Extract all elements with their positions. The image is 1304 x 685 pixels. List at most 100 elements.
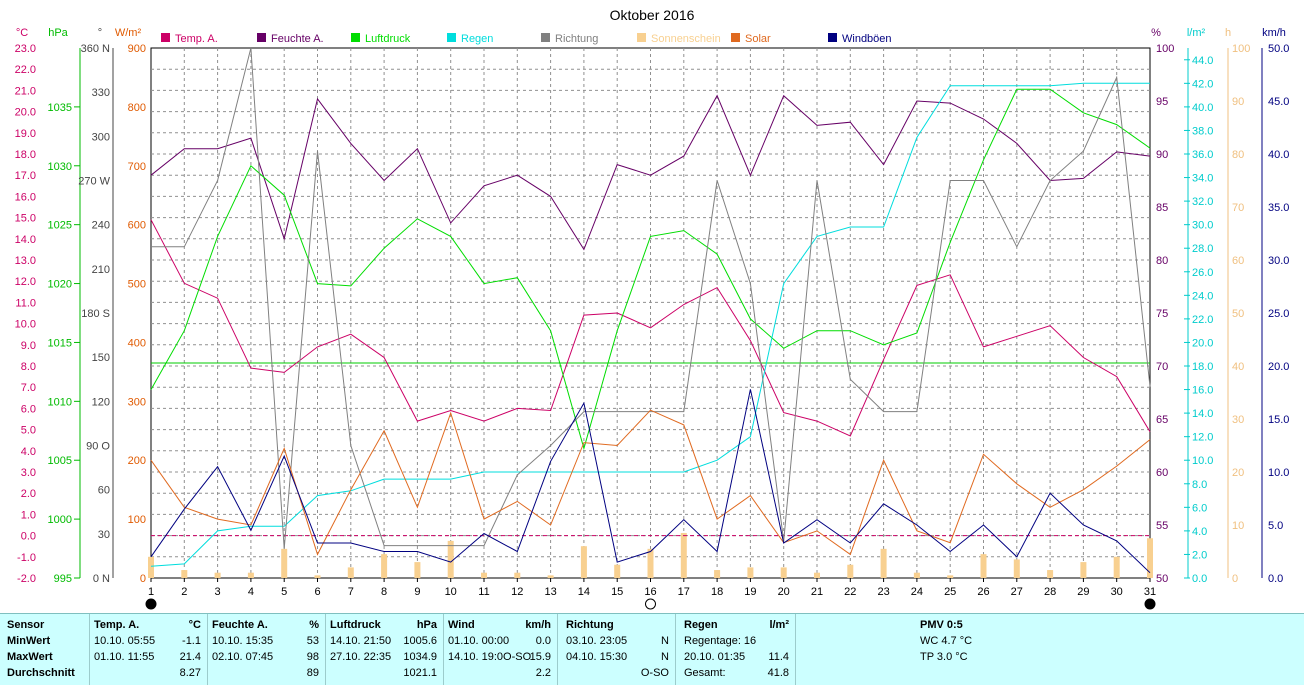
- temp-tick-label: 2.0: [21, 488, 36, 500]
- x-tick-label: 2: [181, 586, 187, 598]
- rain-tick-label: 18.0: [1192, 361, 1213, 373]
- stats-humidity-avg: 89: [306, 667, 319, 679]
- sunshine-bar: [447, 540, 454, 578]
- wind-tick-label: 25.0: [1268, 308, 1289, 320]
- x-tick-label: 29: [1077, 586, 1089, 598]
- rain-tick-label: 44.0: [1192, 55, 1213, 67]
- pressure-tick-label: 1000: [48, 514, 72, 526]
- sunshine-bar: [780, 567, 787, 578]
- wind-tick-label: 15.0: [1268, 414, 1289, 426]
- legend-label: Richtung: [555, 33, 598, 45]
- wind-tick-label: 40.0: [1268, 149, 1289, 161]
- rain-tick-label: 38.0: [1192, 125, 1213, 137]
- temp-tick-label: 14.0: [15, 234, 36, 246]
- sunshine-bar: [148, 556, 154, 578]
- temp-tick-label: 21.0: [15, 85, 36, 97]
- x-tick-label: 19: [744, 586, 756, 598]
- rain-tick-label: 36.0: [1192, 149, 1213, 161]
- x-tick-label: 25: [944, 586, 956, 598]
- temp-tick-label: 23.0: [15, 43, 36, 55]
- direction-tick-label: 270 W: [78, 176, 110, 188]
- sunshine-bar: [614, 564, 621, 578]
- sunshine-tick-label: 0: [1232, 573, 1238, 585]
- x-tick-label: 13: [544, 586, 556, 598]
- rain-tick-label: 14.0: [1192, 408, 1213, 420]
- direction-tick-label: 330: [92, 87, 110, 99]
- stats-temp-min-time: 10.10. 05:55: [94, 635, 156, 647]
- direction-tick-label: 120: [92, 396, 110, 408]
- wind-unit-label: km/h: [1262, 27, 1286, 39]
- stats-rain-title: Regen: [684, 619, 718, 631]
- legend-label: Luftdruck: [365, 33, 411, 45]
- temp-unit-label: °C: [16, 27, 28, 39]
- sunshine-tick-label: 10: [1232, 520, 1244, 532]
- temp-tick-label: 13.0: [15, 255, 36, 267]
- stats-rain-max-time: 20.10. 01:35: [684, 651, 746, 663]
- humidity-tick-label: 85: [1156, 202, 1168, 214]
- stats-humidity-min: 53: [306, 635, 319, 647]
- pressure-tick-label: 1030: [48, 161, 72, 173]
- temp-tick-label: 12.0: [15, 276, 36, 288]
- rain-tick-label: 30.0: [1192, 220, 1213, 232]
- temp-tick-label: -2.0: [17, 573, 36, 585]
- sunshine-bar: [547, 575, 554, 578]
- solar-tick-label: 200: [128, 455, 146, 467]
- wind-series-line: [150, 389, 1151, 574]
- direction-tick-label: 210: [92, 264, 110, 276]
- legend-label: Temp. A.: [175, 33, 218, 45]
- pressure-tick-label: 1010: [48, 396, 72, 408]
- temp-tick-label: 5.0: [21, 425, 36, 437]
- rain-unit-label: l/m²: [1187, 27, 1206, 39]
- x-tick-label: 9: [414, 586, 420, 598]
- rain-series-line: [150, 82, 1150, 567]
- temp-tick-label: 10.0: [15, 319, 36, 331]
- wind-tick-label: 35.0: [1268, 202, 1289, 214]
- direction-tick-label: 90 O: [86, 441, 110, 453]
- sunshine-tick-label: 90: [1232, 96, 1244, 108]
- stats-direction-min: N: [661, 635, 669, 647]
- sunshine-bar: [414, 562, 421, 578]
- rain-tick-label: 12.0: [1192, 432, 1213, 444]
- sunshine-unit-label: h: [1225, 27, 1231, 39]
- sunshine-bar: [181, 570, 188, 578]
- x-tick-label: 15: [611, 586, 623, 598]
- stats-rain-max: 11.4: [768, 651, 789, 663]
- solar-tick-label: 500: [128, 279, 146, 291]
- direction-unit-label: °: [98, 27, 102, 39]
- stats-wind-avg: 2.2: [535, 667, 551, 679]
- x-tick-label: 17: [678, 586, 690, 598]
- chart-title: Oktober 2016: [610, 7, 695, 23]
- pressure-tick-label: 1020: [48, 279, 72, 291]
- x-tick-label: 4: [248, 586, 254, 598]
- solar-tick-label: 900: [128, 43, 146, 55]
- solar-unit-label: W/m²: [115, 27, 142, 39]
- direction-series-line: [151, 47, 1151, 549]
- pressure-tick-label: 1035: [48, 102, 72, 114]
- x-tick-label: 28: [1044, 586, 1056, 598]
- wind-tick-label: 50.0: [1268, 43, 1289, 55]
- rain-tick-label: 32.0: [1192, 196, 1213, 208]
- stats-wind-column: Wind km/h 01.10. 00:00 0.0 14.10. 19:0O-SO…: [444, 614, 558, 685]
- humidity-series-line: [150, 94, 1151, 251]
- stats-pmv-title: PMV 0:5: [920, 619, 963, 631]
- stats-pressure-min: 1005.6: [403, 635, 437, 647]
- rain-tick-label: 26.0: [1192, 267, 1213, 279]
- legend-swatch: [828, 33, 837, 42]
- temp-tick-label: 6.0: [21, 403, 36, 415]
- humidity-tick-label: 80: [1156, 255, 1168, 267]
- sunshine-bar: [281, 548, 288, 578]
- x-tick-label: 31: [1144, 586, 1156, 598]
- x-tick-label: 3: [215, 586, 221, 598]
- sunshine-bar: [1080, 562, 1087, 578]
- solar-series-line: [150, 409, 1151, 556]
- temp-series-line: [150, 219, 1151, 437]
- stats-humidity-min-time: 10.10. 15:35: [212, 635, 274, 647]
- x-tick-label: 16: [644, 586, 656, 598]
- x-tick-label: 11: [478, 586, 489, 598]
- stats-wind-min: 0.0: [535, 635, 551, 647]
- legend-label: Feuchte A.: [271, 33, 324, 45]
- x-tick-label: 23: [877, 586, 889, 598]
- stats-sensor-column: Sensor MinWert MaxWert Durchschnitt: [0, 614, 90, 685]
- rain-tick-label: 40.0: [1192, 102, 1213, 114]
- rain-tick-label: 28.0: [1192, 243, 1213, 255]
